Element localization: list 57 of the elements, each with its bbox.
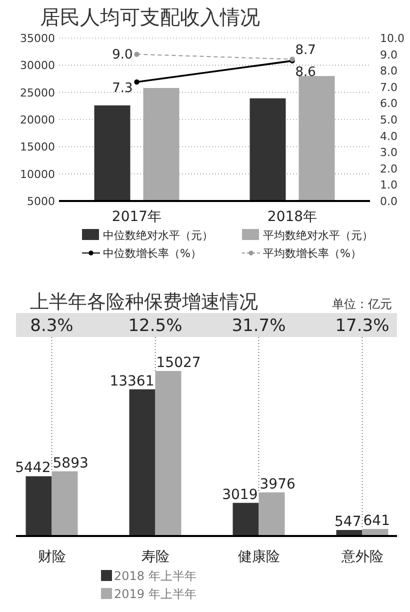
y2-tick-label: 8.0 xyxy=(380,64,398,78)
data-label: 3976 xyxy=(260,476,296,492)
data-label: 9.0 xyxy=(112,47,133,62)
data-label: 5442 xyxy=(15,460,51,476)
x-tick-label: 财险 xyxy=(38,549,66,565)
legend-label: 中位数绝对水平（元） xyxy=(103,229,213,242)
data-label: 8.7 xyxy=(295,43,316,58)
bar xyxy=(52,471,78,536)
y-tick-label: 20000 xyxy=(20,114,55,126)
text: 31.7% xyxy=(232,316,286,336)
x-tick-label: 意外险 xyxy=(340,549,384,565)
x-tick-label: 寿险 xyxy=(141,549,170,565)
data-label: 15027 xyxy=(156,355,201,371)
data-label: 5893 xyxy=(52,455,88,472)
x-tick-label: 健康险 xyxy=(238,549,280,565)
y2-tick-label: 9.0 xyxy=(380,48,398,62)
y2-tick-label: 3.0 xyxy=(380,146,398,160)
point xyxy=(134,79,140,85)
point xyxy=(134,52,140,57)
y-tick-label: 30000 xyxy=(20,59,55,72)
y2-tick-label: 10.0 xyxy=(380,32,404,45)
legend-label: 2018 年上半年 xyxy=(114,569,196,583)
bar xyxy=(26,476,52,536)
y2-tick-label: 7.0 xyxy=(380,80,398,94)
y2-tick-label: 1.0 xyxy=(380,178,398,192)
y2-tick-label: 5.0 xyxy=(380,114,398,126)
legend-label: 平均数增长率（%） xyxy=(263,247,362,260)
y2-tick-label: 0.0 xyxy=(380,195,398,208)
x-tick-label: 2018年 xyxy=(267,209,318,225)
legend-label: 2019 年上半年 xyxy=(114,587,196,601)
y-tick-label: 5000 xyxy=(27,195,55,208)
bar xyxy=(232,502,259,536)
legend-label: 中位数增长率（%） xyxy=(103,247,202,260)
y2-tick-label: 4.0 xyxy=(380,130,398,143)
y-tick-label: 15000 xyxy=(20,140,55,154)
x-tick-label: 2017年 xyxy=(112,209,162,225)
y2-tick-label: 2.0 xyxy=(380,162,398,176)
y-tick-label: 10000 xyxy=(20,168,55,181)
data-label: 7.3 xyxy=(112,81,133,96)
data-label: 13361 xyxy=(110,373,154,390)
text: 17.3% xyxy=(335,316,390,336)
legend-label: 平均数绝对水平（元） xyxy=(263,229,373,242)
bar xyxy=(155,371,182,536)
text: 8.3% xyxy=(30,316,74,336)
data-label: 8.6 xyxy=(295,64,316,80)
bar xyxy=(129,389,156,536)
y-tick-label: 35000 xyxy=(20,32,55,45)
text: 单位：亿元 xyxy=(332,297,392,311)
y-tick-label: 25000 xyxy=(20,86,55,100)
data-label: 3019 xyxy=(222,486,258,503)
y2-tick-label: 6.0 xyxy=(380,97,398,110)
data-label: 641 xyxy=(363,512,390,529)
chart-title: 上半年各险种保费增速情况 xyxy=(30,291,258,313)
text: 12.5% xyxy=(128,316,182,336)
data-label: 547 xyxy=(334,514,362,530)
chart-title: 居民人均可支配收入情况 xyxy=(40,5,260,29)
bar xyxy=(258,492,285,536)
